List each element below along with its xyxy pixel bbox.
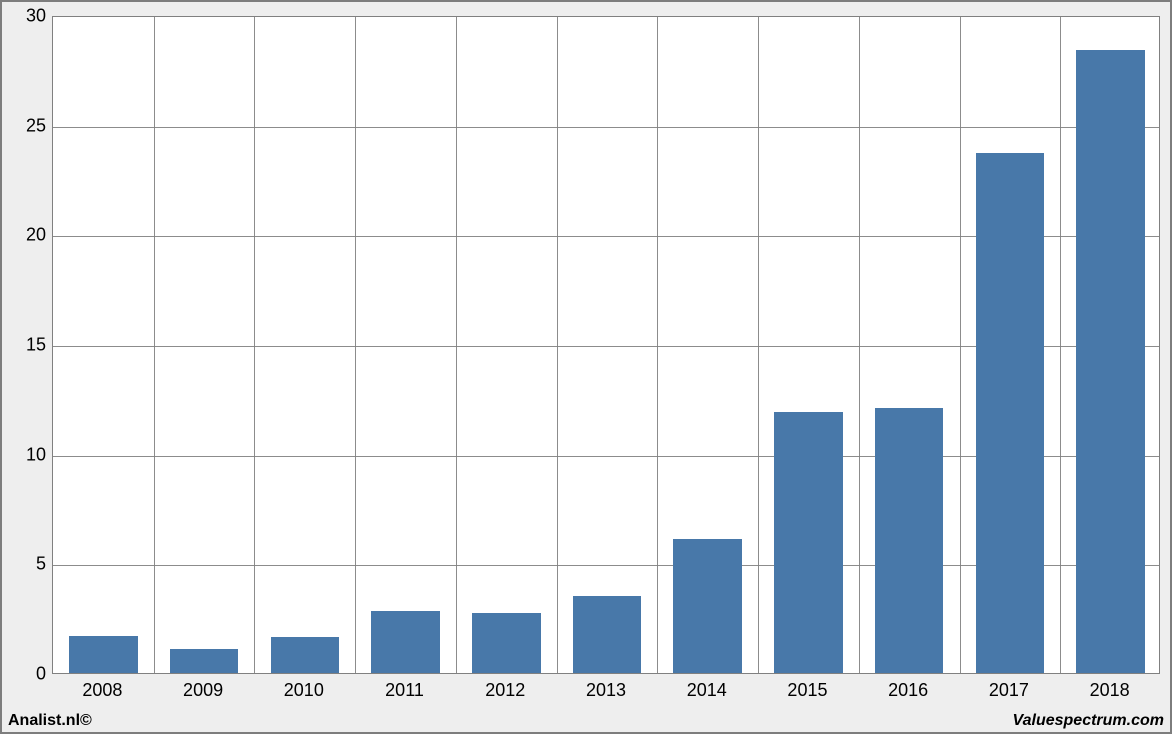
x-axis-label: 2015	[787, 680, 827, 701]
y-axis-label: 25	[12, 115, 46, 136]
bar	[774, 412, 842, 673]
gridline-vertical	[557, 17, 558, 673]
bar	[976, 153, 1044, 673]
footer-left-credit: Analist.nl©	[8, 712, 92, 730]
x-axis-label: 2012	[485, 680, 525, 701]
gridline-vertical	[657, 17, 658, 673]
y-axis-label: 5	[12, 554, 46, 575]
bar	[371, 611, 439, 674]
gridline-vertical	[456, 17, 457, 673]
x-axis-label: 2011	[385, 680, 424, 701]
x-axis-label: 2010	[284, 680, 324, 701]
bar	[1076, 50, 1144, 673]
gridline-vertical	[859, 17, 860, 673]
bar	[69, 636, 137, 673]
y-axis-label: 0	[12, 664, 46, 685]
plot-area	[52, 16, 1160, 674]
bar	[271, 637, 339, 673]
x-axis-label: 2013	[586, 680, 626, 701]
x-axis-label: 2008	[82, 680, 122, 701]
gridline-vertical	[254, 17, 255, 673]
gridline-horizontal	[53, 127, 1159, 128]
y-axis-label: 30	[12, 6, 46, 27]
gridline-vertical	[1060, 17, 1061, 673]
chart-container: Analist.nl© Valuespectrum.com 0 5 10 15 20 25…	[0, 0, 1172, 734]
gridline-vertical	[355, 17, 356, 673]
bar	[875, 408, 943, 673]
gridline-vertical	[960, 17, 961, 673]
y-axis-label: 15	[12, 335, 46, 356]
bar	[170, 649, 238, 673]
gridline-vertical	[758, 17, 759, 673]
x-axis-label: 2009	[183, 680, 223, 701]
y-axis-label: 20	[12, 225, 46, 246]
footer-right-credit: Valuespectrum.com	[1013, 712, 1164, 730]
gridline-vertical	[154, 17, 155, 673]
x-axis-label: 2017	[989, 680, 1029, 701]
x-axis-label: 2014	[687, 680, 727, 701]
x-axis-label: 2016	[888, 680, 928, 701]
bar	[573, 596, 641, 673]
y-axis-label: 10	[12, 444, 46, 465]
x-axis-label: 2018	[1090, 680, 1130, 701]
bar	[673, 539, 741, 673]
bar	[472, 613, 540, 673]
